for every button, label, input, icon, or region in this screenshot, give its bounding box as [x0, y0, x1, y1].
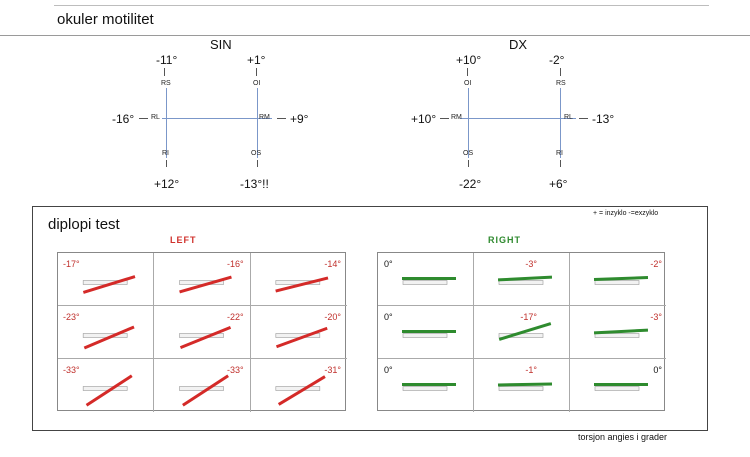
- torsion-legend: + = inzyklo -=exzyklo: [593, 210, 659, 217]
- sin-tick: [166, 160, 167, 167]
- top-rule: [54, 5, 709, 6]
- right-grid-cell: -2°: [570, 253, 666, 306]
- right-grid-value: -3°: [525, 259, 537, 269]
- left-diplopia-grid: -17° -16° -14° -23° -22° -20° -33° -33° -31°: [57, 252, 347, 412]
- sin-muscle-rs: RS: [161, 80, 171, 87]
- sin-muscle-ri: RI: [162, 150, 169, 157]
- section-divider: [0, 35, 750, 36]
- sin-value-right: +9°: [290, 112, 309, 126]
- dx-vertical-line-left: [468, 88, 469, 158]
- footer-note: torsjon angies i grader: [578, 432, 668, 442]
- dx-value-top-right: -2°: [549, 53, 565, 67]
- left-grid-value: -22°: [227, 312, 244, 322]
- dx-tick: [440, 118, 449, 119]
- dx-tick: [579, 118, 588, 119]
- left-grid-value: -33°: [63, 365, 80, 375]
- sin-muscle-rl: RL: [151, 114, 160, 121]
- dx-muscle-oi: OI: [464, 80, 472, 87]
- sin-tick: [277, 118, 286, 119]
- dx-value-bottom-right: +6°: [549, 177, 568, 191]
- right-grid-value: 0°: [384, 312, 393, 322]
- dx-title: DX: [509, 37, 528, 52]
- sin-vertical-line-right: [257, 88, 258, 158]
- sin-value-bottom-right: -13°!!: [240, 177, 269, 191]
- left-eye-label: LEFT: [170, 235, 197, 245]
- dx-tick: [560, 68, 561, 76]
- sin-muscle-oi: OI: [253, 80, 261, 87]
- sin-tick: [164, 68, 165, 76]
- left-grid-value: -31°: [324, 365, 341, 375]
- dx-vertical-line-right: [560, 88, 561, 158]
- left-grid-cell: -17°: [58, 253, 155, 306]
- diplopi-frame: [32, 206, 708, 431]
- dx-muscle-ri: RI: [556, 150, 563, 157]
- right-grid-cell: 0°: [378, 306, 474, 359]
- sin-value-top-right: +1°: [247, 53, 266, 67]
- sin-vertical-line-left: [166, 88, 167, 158]
- right-grid-cell: 0°: [378, 253, 474, 306]
- sin-value-bottom-left: +12°: [154, 177, 180, 191]
- left-grid-cell: -20°: [250, 306, 347, 359]
- right-grid-value: -1°: [525, 365, 537, 375]
- right-grid-value: 0°: [384, 259, 393, 269]
- left-grid-cell: -16°: [154, 253, 251, 306]
- right-grid-value: -17°: [520, 312, 537, 322]
- sin-tick: [256, 68, 257, 76]
- sin-value-top-left: -11°: [156, 53, 178, 67]
- diplopi-title: diplopi test: [48, 216, 120, 233]
- right-grid-cell: -17°: [474, 306, 570, 359]
- dx-muscle-rs: RS: [556, 80, 566, 87]
- right-grid-value: -3°: [650, 312, 662, 322]
- dx-muscle-rl: RL: [564, 114, 573, 121]
- dx-tick: [560, 160, 561, 167]
- sin-muscle-rm: RM: [259, 114, 270, 121]
- dx-value-right: -13°: [592, 112, 615, 126]
- dx-tick: [467, 68, 468, 76]
- right-grid-cell: -1°: [474, 359, 570, 412]
- left-grid-value: -23°: [63, 312, 80, 322]
- sin-title: SIN: [210, 37, 232, 52]
- dx-muscle-os: OS: [463, 150, 474, 157]
- sin-tick: [139, 118, 148, 119]
- left-grid-value: -20°: [324, 312, 341, 322]
- right-grid-value: 0°: [653, 365, 662, 375]
- dx-value-bottom-left: -22°: [459, 177, 482, 191]
- right-grid-value: -2°: [650, 259, 662, 269]
- right-diplopia-grid: 0° -3° -2° 0° -17° -3° 0° -1° 0°: [377, 252, 666, 412]
- left-grid-cell: -33°: [58, 359, 155, 412]
- dx-value-top-left: +10°: [456, 53, 482, 67]
- right-grid-cell: 0°: [570, 359, 666, 412]
- left-grid-cell: -22°: [154, 306, 251, 359]
- left-grid-cell: -31°: [251, 359, 347, 412]
- left-grid-cell: -14°: [250, 253, 347, 306]
- right-grid-value: 0°: [384, 365, 393, 375]
- right-eye-label: RIGHT: [488, 235, 521, 245]
- right-grid-cell: 0°: [378, 359, 474, 412]
- left-grid-value: -17°: [63, 259, 80, 269]
- left-grid-value: -33°: [227, 365, 244, 375]
- dx-horizontal-line: [460, 118, 576, 119]
- sin-value-left: -16°: [112, 112, 135, 126]
- sin-tick: [257, 160, 258, 167]
- left-grid-value: -14°: [324, 259, 341, 269]
- right-grid-cell: -3°: [474, 253, 570, 306]
- sin-muscle-os: OS: [251, 150, 262, 157]
- dx-value-left: +10°: [411, 112, 437, 126]
- left-grid-value: -16°: [227, 259, 244, 269]
- section-title: okuler motilitet: [57, 11, 154, 28]
- left-grid-cell: -23°: [58, 306, 155, 359]
- dx-muscle-rm: RM: [451, 114, 462, 121]
- right-grid-cell: -3°: [570, 306, 666, 359]
- left-grid-cell: -33°: [154, 359, 251, 412]
- dx-tick: [468, 160, 469, 167]
- sin-horizontal-line: [162, 118, 272, 119]
